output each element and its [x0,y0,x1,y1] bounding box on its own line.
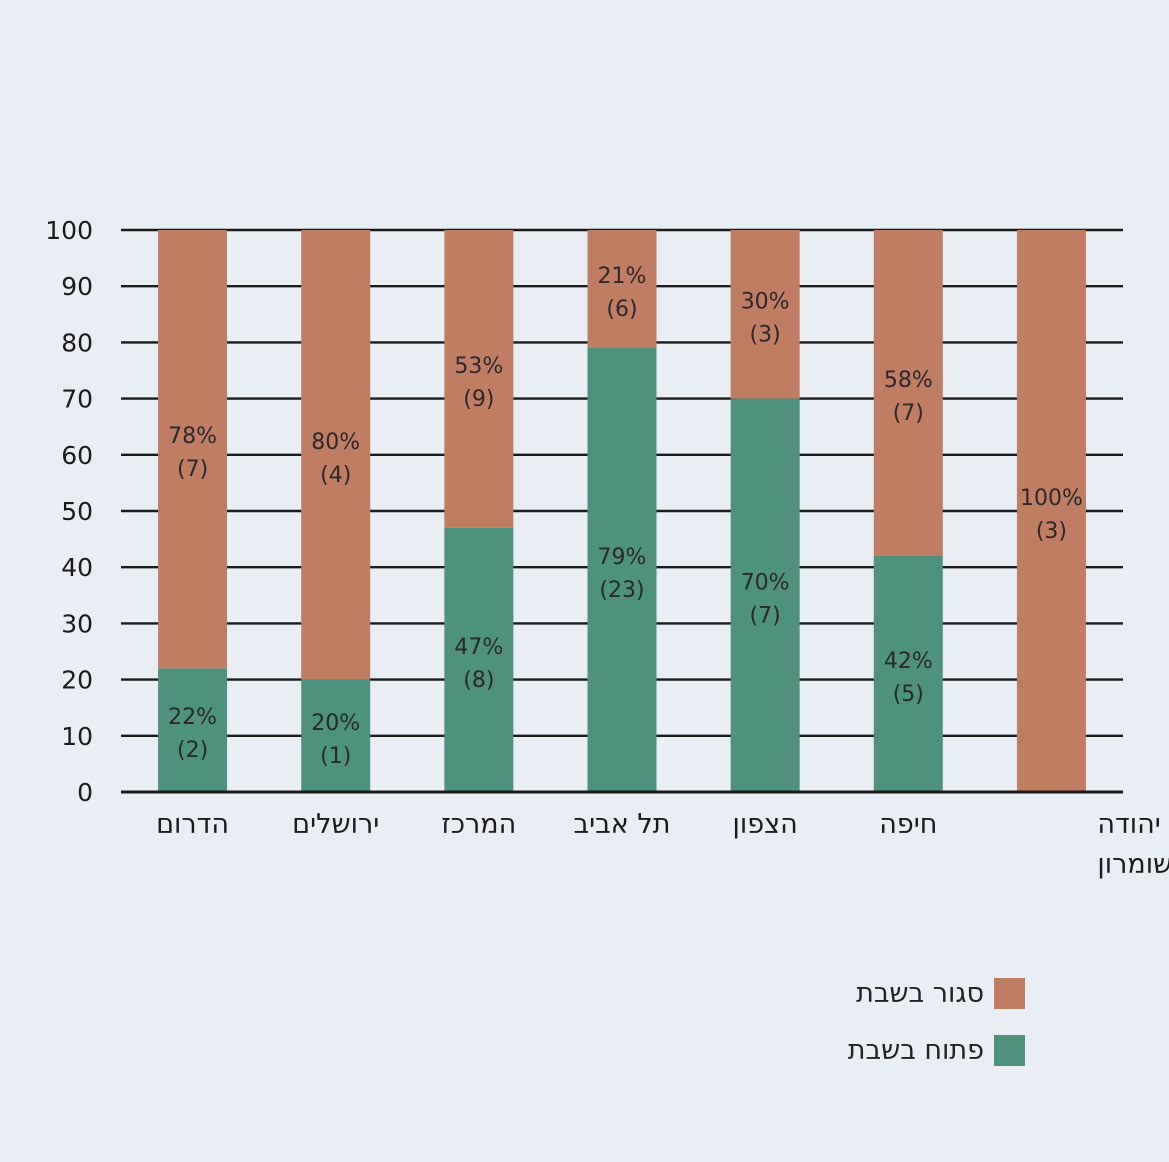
legend-swatch-open [994,1035,1025,1066]
bar-segment-closed [158,230,228,669]
bar-count-label: (7) [177,457,208,482]
bar-segment-closed [730,230,800,399]
bar-percent-label: 79% [598,545,647,570]
bar-percent-label: 20% [311,711,360,736]
x-axis-category-labels: הדרום ירושלים המרכז תל אביב הצפון חיפה יהודה וש… [156,809,1169,880]
bar-percent-label: 22% [168,705,217,730]
bar-percent-label: 78% [168,424,217,449]
y-tick-label: 60 [61,441,93,470]
x-category-label: המרכז [441,809,516,840]
bar-count-label: (7) [750,603,781,628]
bar-count-label: (3) [750,322,781,347]
bar-segment-closed [587,230,657,349]
y-tick-label: 40 [61,553,93,582]
bar-segment-open [158,668,228,792]
y-axis-tick-labels: 0 10 20 30 40 50 60 70 80 90 100 [45,216,93,807]
bar-count-label: (1) [320,744,351,769]
x-category-label: ירושלים [292,809,379,840]
y-tick-label: 80 [61,328,93,357]
bar-count-label: (9) [463,387,494,412]
bar-segment-open [730,398,800,792]
bar-count-label: (2) [177,738,208,763]
x-category-label: חיפה [879,809,937,840]
bar-segment-closed [444,230,514,528]
legend-label-open: פתוח בשבת [847,1035,984,1066]
bar-percent-label: 21% [598,264,647,289]
bar-percent-label: 47% [454,635,503,660]
bar-count-label: (23) [599,578,644,603]
bar-segment-open [873,555,943,792]
bar-count-label: (5) [893,682,924,707]
legend-item-open: פתוח בשבת [848,1035,1025,1066]
bar-percent-label: 58% [884,368,933,393]
bar-percent-label: 42% [884,649,933,674]
bars [158,230,1086,792]
bar-segment-open [587,348,657,792]
bar-data-labels: 22% (2) 78% (7) 20% (1) 80% (4) 47% (8) 53% (9) 79% (… [168,264,1083,769]
x-category-label: תל אביב [574,809,671,840]
bar-segment-closed [301,230,371,680]
legend: סגור בשבת פתוח בשבת [848,978,1025,1066]
legend-label-closed: סגור בשבת [856,978,984,1009]
bar-count-label: (7) [893,401,924,426]
x-category-label: יהודה [1097,809,1160,840]
y-tick-label: 30 [61,609,93,638]
bar-segment-closed [1016,230,1086,792]
bar-percent-label: 80% [311,430,360,455]
bar-percent-label: 53% [454,354,503,379]
bar-count-label: (3) [1036,519,1067,544]
y-tick-label: 50 [61,497,93,526]
x-category-label: ושומרון [1097,849,1169,880]
y-tick-label: 90 [61,272,93,301]
bar-segment-closed [873,230,943,556]
y-tick-label: 70 [61,385,93,414]
bar-percent-label: 100% [1020,486,1083,511]
y-tick-label: 10 [61,722,93,751]
x-category-label: הצפון [733,809,798,840]
bar-segment-open [301,679,371,792]
y-tick-label: 0 [77,778,93,807]
bar-count-label: (4) [320,463,351,488]
x-category-label: הדרום [156,809,229,840]
bar-count-label: (6) [606,297,637,322]
bar-count-label: (8) [463,668,494,693]
bar-segment-open [444,527,514,792]
bar-percent-label: 30% [741,289,790,314]
legend-item-closed: סגור בשבת [848,978,1025,1009]
y-tick-label: 20 [61,666,93,695]
y-tick-label: 100 [45,216,93,245]
bar-percent-label: 70% [741,570,790,595]
legend-swatch-closed [994,978,1025,1009]
